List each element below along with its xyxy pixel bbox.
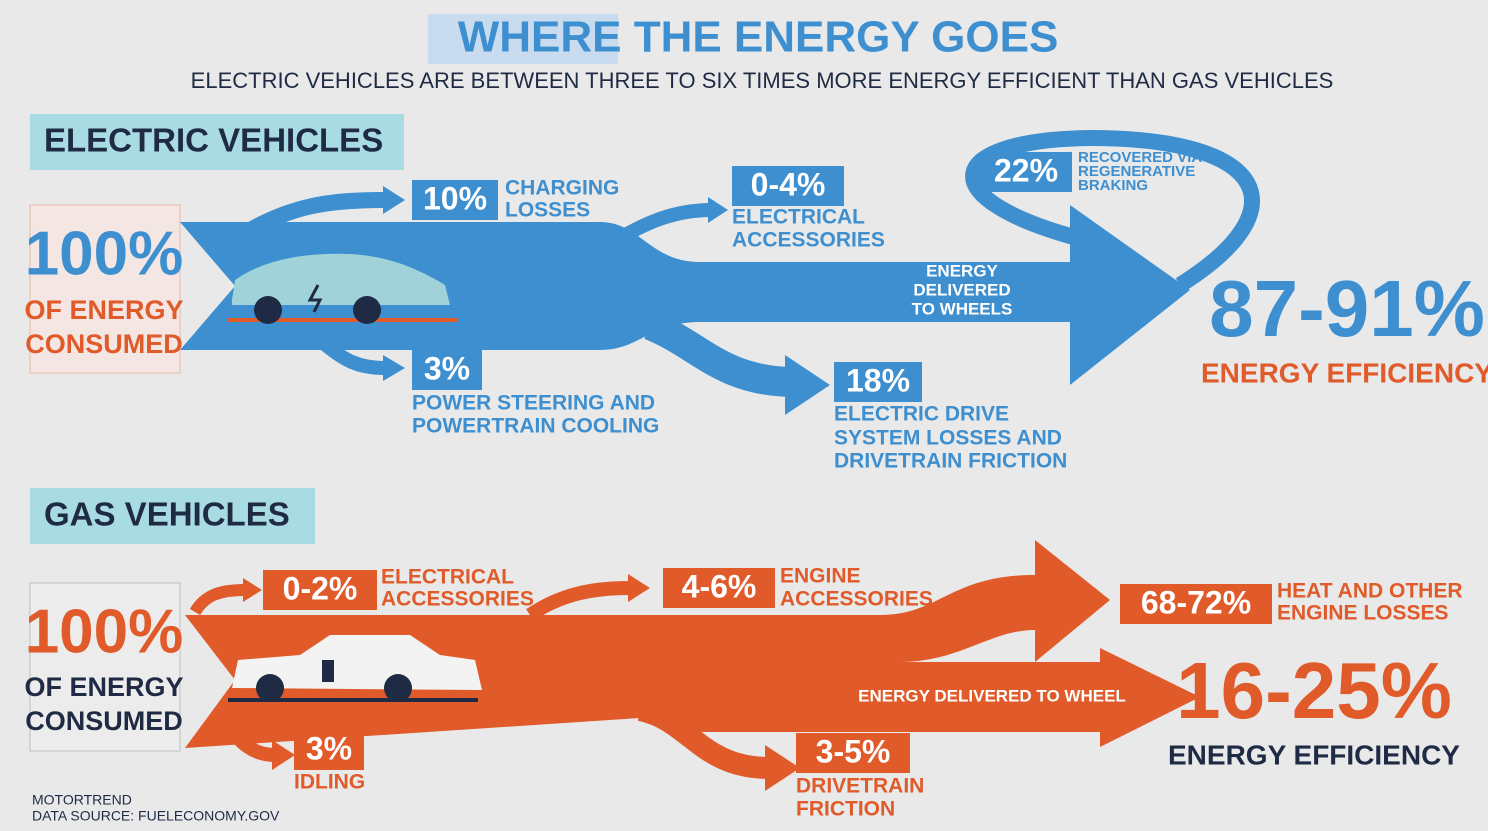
gas-engine-value: 4-6% [682, 568, 757, 604]
ev-drive-label: ELECTRIC DRIVE [834, 403, 1009, 426]
gas-engine-label: ACCESSORIES [780, 588, 933, 611]
ev-recovered-label: REGENERATIVE [1078, 163, 1195, 180]
gas-drivetrain-value: 3-5% [816, 733, 891, 769]
gas-input-label: OF ENERGY [24, 672, 183, 702]
ev-main-flow [180, 205, 1190, 385]
gas-heat-value: 68-72% [1141, 584, 1251, 620]
value-box [796, 733, 910, 773]
ev-input-label: CONSUMED [25, 329, 183, 359]
ev-drive-value: 18% [846, 362, 910, 398]
value-box [1120, 584, 1272, 624]
gas-electrical-value: 0-2% [283, 570, 358, 606]
ev-accessories-label: ELECTRICAL [732, 206, 865, 229]
title: WHERE THE ENERGY GOES [458, 13, 1059, 62]
gas-idling-value: 3% [306, 730, 352, 766]
ev-charging-label: LOSSES [505, 199, 590, 222]
gas-heat-label: HEAT AND OTHER [1277, 580, 1463, 603]
ev-drive-label: DRIVETRAIN FRICTION [834, 450, 1067, 473]
gas-main-flow [185, 540, 1200, 748]
value-box [412, 180, 498, 220]
ev-recovered-value: 22% [994, 152, 1058, 188]
gas-heat-label: ENGINE LOSSES [1277, 602, 1449, 625]
gas-electrical-label: ACCESSORIES [381, 588, 534, 611]
ev-accessories-value: 0-4% [751, 166, 826, 202]
gas-efficiency-label: ENERGY EFFICIENCY [1168, 739, 1460, 770]
gas-drivetrain-label: FRICTION [796, 798, 895, 821]
gas-car [228, 635, 482, 702]
ev-recovered-label: BRAKING [1078, 177, 1148, 194]
subtitle: ELECTRIC VEHICLES ARE BETWEEN THREE TO S… [191, 68, 1334, 93]
value-box [294, 730, 364, 770]
ev-car [228, 253, 458, 324]
gas-input-box [29, 582, 181, 752]
ev-input-label: OF ENERGY [24, 295, 183, 325]
ev-drive-label: SYSTEM LOSSES AND [834, 427, 1062, 450]
gas-drivetrain-label: DRIVETRAIN [796, 775, 924, 798]
value-box [412, 350, 482, 390]
gas-input-label: CONSUMED [25, 706, 183, 736]
ev-heading: ELECTRIC VEHICLES [44, 122, 383, 159]
footer-line: MOTORTREND [32, 792, 132, 808]
gas-arrowheads [243, 574, 800, 791]
gas-heading-box [30, 488, 315, 544]
gas-engine-label: ENGINE [780, 565, 861, 588]
gas-heading: GAS VEHICLES [44, 496, 290, 533]
ev-accessories-label: ACCESSORIES [732, 229, 885, 252]
value-box [980, 152, 1072, 192]
value-box [663, 568, 775, 608]
value-box [263, 570, 377, 610]
ev-charging-value: 10% [423, 180, 487, 216]
ev-recovered-label: RECOVERED VIA [1078, 149, 1202, 166]
gas-electrical-label: ELECTRICAL [381, 566, 514, 589]
ev-delivered-label: ENERGY [926, 261, 998, 280]
title-highlight [428, 14, 618, 64]
gas-idling-label: IDLING [294, 771, 365, 794]
ev-input-box [29, 204, 181, 374]
ev-input-value: 100% [25, 219, 184, 288]
ev-delivered-label: DELIVERED [913, 280, 1010, 299]
ev-steering-label: POWERTRAIN COOLING [412, 415, 659, 438]
gas-delivered-label: ENERGY DELIVERED TO WHEEL [858, 686, 1126, 705]
ev-steering-value: 3% [424, 350, 470, 386]
ev-steering-label: POWER STEERING AND [412, 392, 655, 415]
ev-arrowheads [383, 186, 830, 415]
footer-line: DATA SOURCE: FUELECONOMY.GOV [32, 808, 280, 824]
value-box [834, 362, 922, 402]
gas-input-value: 100% [25, 597, 184, 666]
ev-heading-box [30, 114, 404, 170]
ev-delivered-label: TO WHEELS [912, 299, 1013, 318]
ev-charging-label: CHARGING [505, 177, 619, 200]
ev-efficiency-label: ENERGY EFFICIENCY [1201, 357, 1488, 388]
value-box [732, 166, 844, 206]
ev-efficiency-value: 87-91% [1209, 264, 1485, 353]
gas-efficiency-value: 16-25% [1176, 646, 1452, 735]
